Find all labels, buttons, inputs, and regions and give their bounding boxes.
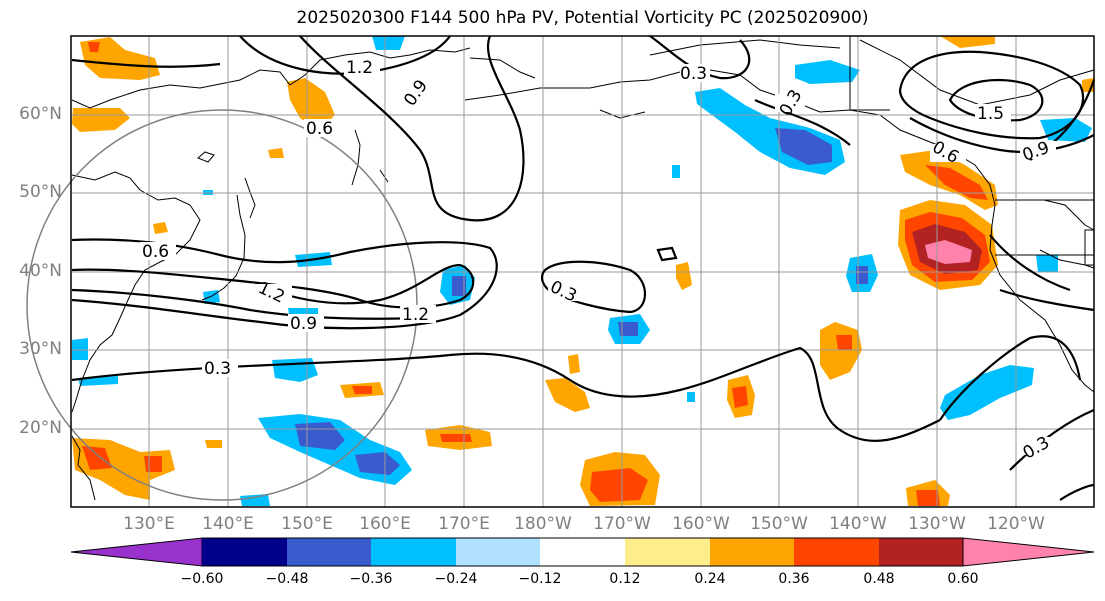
colorbar-tick-label: −0.36 — [349, 571, 393, 587]
lat-label: 30°N — [19, 339, 62, 359]
lat-label: 50°N — [19, 182, 62, 202]
contour-label: 1.2 — [346, 58, 373, 78]
colorbar-tick-label: 0.24 — [694, 571, 726, 587]
colorbar-segment — [371, 538, 456, 566]
contour-label: 1.2 — [402, 305, 429, 325]
colorbar-segment — [456, 538, 540, 566]
lat-label: 60°N — [19, 104, 62, 124]
contour-label: 0.3 — [680, 64, 707, 84]
colorbar-segment — [287, 538, 371, 566]
contour-label: 0.3 — [204, 359, 231, 379]
lon-label: 140°W — [829, 514, 887, 534]
colorbar-tick-label: 0.12 — [609, 571, 641, 587]
colorbar-tick-label: −0.24 — [434, 571, 478, 587]
lon-label: 170°E — [438, 514, 490, 534]
colorbar — [70, 537, 1095, 567]
contour-label: 0.6 — [142, 242, 169, 262]
lon-label: 140°E — [202, 514, 254, 534]
colorbar-tick-label: −0.48 — [265, 571, 309, 587]
colorbar-tick-label: −0.60 — [180, 571, 224, 587]
lon-label: 150°W — [750, 514, 808, 534]
colorbar-segment — [540, 538, 625, 566]
lat-label: 40°N — [19, 261, 62, 281]
contour-label: 0.9 — [290, 314, 317, 334]
contour-label: 0.6 — [306, 119, 333, 139]
graticule — [71, 36, 1094, 507]
colorbar-tick-label: 0.48 — [863, 571, 895, 587]
colorbar-segment — [710, 538, 794, 566]
colorbar-segment — [625, 538, 710, 566]
lon-label: 130°E — [123, 514, 175, 534]
colorbar-segment — [70, 537, 203, 567]
lon-label: 120°W — [987, 514, 1045, 534]
colorbar-tick-label: 0.60 — [947, 571, 979, 587]
colorbar-segment — [202, 538, 287, 566]
colorbar-segment — [879, 538, 963, 566]
lon-label: 180°W — [514, 514, 572, 534]
contour-label-backgrounds — [140, 58, 1056, 455]
lon-label: 160°W — [672, 514, 730, 534]
lon-label: 150°E — [281, 514, 333, 534]
lon-label: 170°W — [593, 514, 651, 534]
colorbar-tick-label: 0.36 — [778, 571, 810, 587]
map-frame — [70, 35, 1095, 508]
lat-label: 20°N — [19, 418, 62, 438]
positive-anomaly-fills — [72, 36, 1094, 506]
map-title: 2025020300 F144 500 hPa PV, Potential Vo… — [296, 8, 869, 28]
colorbar-segment — [794, 538, 879, 566]
lon-label: 130°W — [908, 514, 966, 534]
contour-label: 1.5 — [977, 104, 1004, 124]
colorbar-segment — [962, 537, 1095, 567]
colorbar-tick-label: −0.12 — [518, 571, 562, 587]
lon-label: 160°E — [359, 514, 411, 534]
